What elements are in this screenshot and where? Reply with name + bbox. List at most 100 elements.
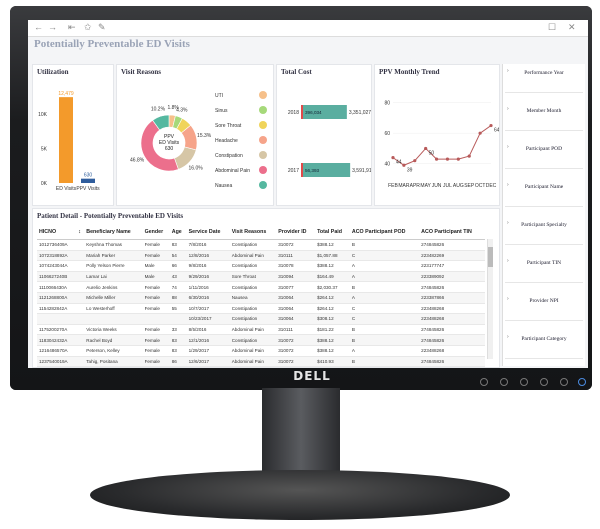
table-cell bbox=[76, 313, 85, 325]
x-tick-label: MAY bbox=[420, 183, 431, 189]
filter-item[interactable]: › Participant Category bbox=[505, 332, 583, 359]
filter-item[interactable]: › Member Month bbox=[505, 104, 583, 131]
table-cell: $388.12 bbox=[315, 345, 350, 357]
table-row[interactable]: 1110066430A Aurelio Jenkins Female 74 1/11/2… bbox=[37, 281, 485, 293]
table-cell: Female bbox=[142, 324, 170, 336]
chevron-right-icon[interactable]: › bbox=[507, 182, 509, 188]
forward-icon[interactable]: → bbox=[48, 22, 57, 32]
monitor-button[interactable] bbox=[480, 378, 488, 386]
column-header[interactable]: ACO Participant TIN bbox=[419, 225, 485, 240]
scroll-thumb[interactable] bbox=[488, 247, 493, 267]
column-header[interactable]: Age bbox=[169, 225, 187, 240]
table-row[interactable]: 1072318892A Mariah Parker Female 54 12/8/201… bbox=[37, 250, 485, 262]
table-row[interactable]: 1216486570A Peterson, Kelley Female 83 1/29/… bbox=[37, 345, 485, 357]
edit-icon[interactable]: ✎ bbox=[98, 22, 106, 32]
legend-label: Abdominal Pain bbox=[215, 168, 250, 174]
table-cell: 310078 bbox=[276, 260, 316, 272]
table-cell: Constipation bbox=[229, 334, 277, 346]
table-cell: Female bbox=[142, 345, 170, 357]
column-header[interactable]: Service Date bbox=[186, 225, 230, 240]
brand-logo: DELL bbox=[293, 369, 331, 383]
table-cell bbox=[84, 313, 143, 325]
table-cell: 1/11/2016 bbox=[186, 281, 230, 293]
trend-point bbox=[456, 157, 460, 161]
comment-icon[interactable]: ☐ bbox=[548, 22, 557, 32]
filter-item[interactable]: › Provider NPI bbox=[505, 294, 583, 321]
table-cell: 310072 bbox=[276, 239, 316, 251]
chevron-right-icon[interactable]: › bbox=[507, 68, 509, 74]
legend-label: Sinus bbox=[215, 108, 228, 114]
chevron-right-icon[interactable]: › bbox=[507, 106, 509, 112]
table-cell: Male bbox=[142, 260, 170, 272]
table-row[interactable]: 1012736409A Keyshna Thomas Female 83 7/8/201… bbox=[37, 239, 485, 251]
sort-icon[interactable]: ↕ bbox=[76, 225, 85, 240]
cost-value-label: 3,351,027 bbox=[349, 110, 371, 116]
y-tick-label: 2017 bbox=[288, 168, 299, 174]
table-cell: B bbox=[349, 356, 420, 367]
table-cell: 86 bbox=[169, 356, 187, 367]
filter-label: Participant POD bbox=[525, 146, 563, 152]
table-cell bbox=[76, 239, 85, 251]
table-cell: B bbox=[349, 281, 420, 293]
screen: ← → ⇤ ✩ ✎ ☐ ✕ Potentially Preventable ED… bbox=[28, 20, 588, 368]
column-header[interactable]: Beneficiary Name bbox=[84, 225, 143, 240]
table-row[interactable]: 1237540019A Tahig, Positana Female 86 12/6/2… bbox=[37, 356, 485, 367]
column-header[interactable]: Gender bbox=[142, 225, 170, 240]
table-row[interactable]: 1106627240B Lamar Lai Male 43 9/29/2016 Sore … bbox=[37, 271, 485, 283]
table-cell: A bbox=[349, 292, 420, 304]
chevron-right-icon[interactable]: › bbox=[507, 144, 509, 150]
table-cell: $264.12 bbox=[315, 292, 350, 304]
table-row[interactable]: 1175200270A Victoria Weeks Female 33 8/5/201… bbox=[37, 324, 485, 336]
table-cell: Abdominal Pain bbox=[229, 345, 277, 357]
table-cell: Abdominal Pain bbox=[229, 356, 277, 367]
column-header[interactable]: Provider ID bbox=[276, 225, 316, 240]
table-cell: Victoria Weeks bbox=[84, 324, 143, 336]
table-row[interactable]: 1154282842A Lo Westerhoff Female 55 10/7/201… bbox=[37, 303, 485, 315]
filter-item[interactable]: › Participant Name bbox=[505, 180, 583, 207]
monitor-button[interactable] bbox=[540, 378, 548, 386]
filter-item[interactable]: › Participant Specialty bbox=[505, 218, 583, 245]
table-cell: Male bbox=[142, 271, 170, 283]
back-icon[interactable]: ← bbox=[34, 22, 43, 32]
chevron-right-icon[interactable]: › bbox=[507, 258, 509, 264]
table-row[interactable]: 10/23/2017 Constipation 310064 $308.12 C 2234… bbox=[37, 313, 485, 325]
monitor-button[interactable] bbox=[520, 378, 528, 386]
table-row[interactable]: 1183042432A Rachel Boyd Female 83 12/1/2016 C… bbox=[37, 334, 485, 346]
bookmark-icon[interactable]: ✩ bbox=[84, 22, 92, 32]
filter-item[interactable]: › Performance Year bbox=[505, 66, 583, 93]
table-row[interactable]: 1074243044A Polly Yelson Pierre Male 66 9/8/… bbox=[37, 260, 485, 272]
close-icon[interactable]: ✕ bbox=[568, 22, 576, 32]
visit-reasons-card: Visit Reasons 1.8% 4.3% 15.3% 16.0% 46.8% 10.… bbox=[116, 64, 274, 206]
column-header[interactable]: ACO Participant POD bbox=[349, 225, 420, 240]
table-cell: 1154282842A bbox=[37, 303, 77, 315]
table-cell: 83 bbox=[169, 345, 187, 357]
filter-item[interactable]: › Participant POD bbox=[505, 142, 583, 169]
table-cell: 1106627240B bbox=[37, 271, 77, 283]
monitor-button[interactable] bbox=[560, 378, 568, 386]
chevron-right-icon[interactable]: › bbox=[507, 296, 509, 302]
table-cell: 1237540019A bbox=[37, 356, 77, 367]
filter-item[interactable]: › Participant TIN bbox=[505, 256, 583, 283]
x-tick-label: FEB bbox=[388, 183, 398, 189]
monitor-button[interactable] bbox=[500, 378, 508, 386]
table-row[interactable]: 1121268800A Michelle Miller Female 88 6/30/2… bbox=[37, 292, 485, 304]
chevron-right-icon[interactable]: › bbox=[507, 334, 509, 340]
column-header[interactable]: Visit Reasons bbox=[229, 225, 277, 240]
column-header[interactable]: Total Paid bbox=[315, 225, 350, 240]
home-icon[interactable]: ⇤ bbox=[68, 22, 76, 32]
x-tick-label: DEC bbox=[486, 183, 497, 189]
table-cell: $2,030.37 bbox=[315, 281, 350, 293]
monitor-stand-neck bbox=[262, 388, 340, 478]
pie-percent-label: 15.3% bbox=[197, 133, 212, 139]
table-cell: Constipation bbox=[229, 239, 277, 251]
bar bbox=[81, 178, 95, 183]
table-scrollbar[interactable] bbox=[487, 239, 493, 359]
legend-swatch bbox=[259, 151, 267, 159]
table-cell bbox=[76, 260, 85, 272]
donut-center-label: 630 bbox=[165, 146, 174, 152]
column-header[interactable]: HICNO bbox=[37, 225, 77, 240]
table-cell: Abdominal Pain bbox=[229, 250, 277, 262]
chevron-right-icon[interactable]: › bbox=[507, 220, 509, 226]
table-cell: Female bbox=[142, 239, 170, 251]
power-button[interactable] bbox=[578, 378, 586, 386]
